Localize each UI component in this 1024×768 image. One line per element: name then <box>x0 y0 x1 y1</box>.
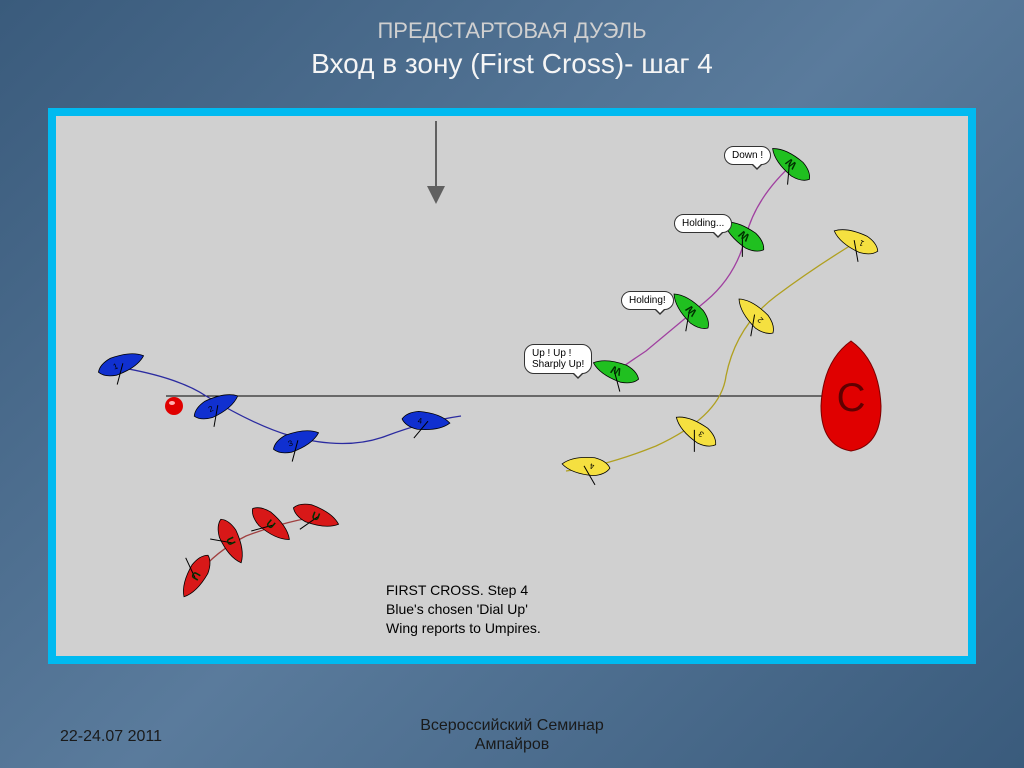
caption-line: Blue's chosen 'Dial Up' <box>386 600 541 619</box>
wing-boat: W <box>587 354 641 396</box>
title-block: ПРЕДСТАРТОВАЯ ДУЭЛЬ Вход в зону (First C… <box>0 0 1024 80</box>
speech-bubble: Holding... <box>674 214 732 233</box>
footer-center: Всероссийский Семинар Ампайров <box>0 716 1024 754</box>
slide-title-2: Вход в зону (First Cross)- шаг 4 <box>0 48 1024 80</box>
yellow-boat: 2 <box>726 293 779 346</box>
speech-bubble: Up ! Up !Sharply Up! <box>524 344 592 374</box>
wind-arrow-head <box>427 186 445 204</box>
diagram-frame: C12341234WWWWUUUU FIRST CROSS. Step 4 Bl… <box>48 108 976 664</box>
caption-line: FIRST CROSS. Step 4 <box>386 581 541 600</box>
blue-track <box>111 366 461 444</box>
blue-boat: 2 <box>190 388 245 433</box>
diagram-caption: FIRST CROSS. Step 4 Blue's chosen 'Dial … <box>386 581 541 638</box>
wing-track <box>611 161 796 376</box>
diagram-svg: C12341234WWWWUUUU <box>56 116 968 656</box>
umpire-boat: U <box>205 515 250 570</box>
footer-center-line: Всероссийский Семинар <box>0 716 1024 735</box>
yellow-boat: 3 <box>666 410 721 460</box>
committee-boat: C <box>821 341 881 451</box>
pin-mark <box>165 397 183 415</box>
footer-center-line: Ампайров <box>0 735 1024 754</box>
committee-boat-label: C <box>837 376 866 420</box>
blue-boat: 1 <box>95 347 149 389</box>
umpire-boat: U <box>241 502 295 554</box>
speech-bubble: Down ! <box>724 146 771 165</box>
caption-line: Wing reports to Umpires. <box>386 619 541 638</box>
blue-boat: 3 <box>270 424 324 466</box>
yellow-track <box>566 236 866 471</box>
yellow-boat: 1 <box>827 223 882 268</box>
umpire-boat: U <box>168 546 215 601</box>
blue-boat: 4 <box>401 410 451 441</box>
slide-title-1: ПРЕДСТАРТОВАЯ ДУЭЛЬ <box>0 18 1024 44</box>
sailing-diagram: C12341234WWWWUUUU FIRST CROSS. Step 4 Bl… <box>56 116 968 656</box>
slide: ПРЕДСТАРТОВАЯ ДУЭЛЬ Вход в зону (First C… <box>0 0 1024 768</box>
speech-bubble: Holding! <box>621 291 674 310</box>
